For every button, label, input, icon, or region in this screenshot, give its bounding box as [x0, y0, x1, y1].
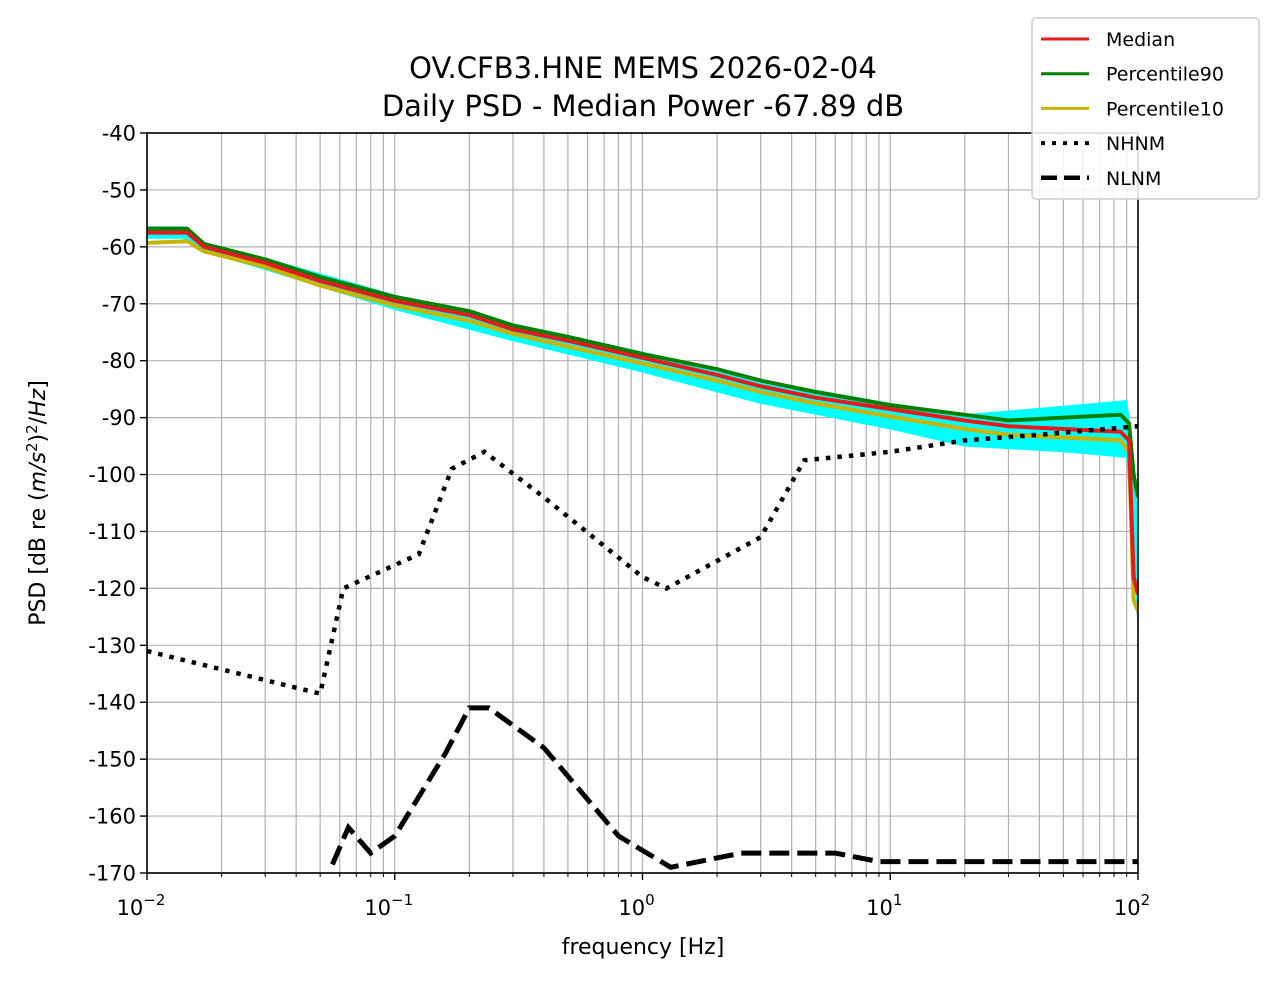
y-label-suffix: ]	[26, 380, 51, 389]
y-tick-label: -70	[102, 292, 136, 316]
x-tick-label: 100	[618, 891, 654, 920]
y-tick-label: -110	[88, 520, 136, 544]
y-label-math1: m/s	[26, 452, 51, 492]
legend: Median Percentile90 Percentile10 NHNM NLNM	[1031, 17, 1260, 200]
x-tick-exponent: 1	[893, 891, 903, 909]
y-label-close: )	[26, 434, 51, 443]
x-tick-exponent: −1	[391, 891, 413, 909]
y-axis-label: PSD [dB re (m/s2)2/Hz]	[23, 380, 51, 626]
grid-lines	[146, 132, 1138, 874]
legend-label-median: Median	[1106, 29, 1175, 51]
y-tick-label: -80	[102, 349, 136, 373]
y-tick-label: -130	[88, 634, 136, 658]
x-tick-label: 10−2	[117, 891, 166, 920]
legend-label-percentile10: Percentile10	[1106, 98, 1224, 120]
y-tick-label: -60	[102, 235, 136, 259]
chart-title-line1: OV.CFB3.HNE MEMS 2026-02-04	[409, 51, 877, 85]
x-tick-base: 10	[1114, 896, 1141, 920]
x-tick-base: 10	[866, 896, 893, 920]
y-tick-label: -160	[88, 805, 136, 829]
legend-label-nhnm: NHNM	[1106, 133, 1165, 155]
data-layer	[147, 226, 1138, 870]
y-tick-label: -50	[102, 178, 136, 202]
y-label-slash: /	[26, 416, 51, 424]
y-tick-label: -140	[88, 691, 136, 715]
series-line-percentile10	[147, 239, 1138, 612]
x-tick-base: 10	[618, 896, 645, 920]
y-tick-label: -150	[88, 748, 136, 772]
x-tick-exponent: 2	[1141, 891, 1151, 909]
chart-title-line2: Daily PSD - Median Power -67.89 dB	[382, 89, 904, 123]
y-label-math2: Hz	[26, 388, 51, 417]
axis-ticks: -40 -50 -60 -70 -80 -90 -100 -110 -120 -130 -140 -1…	[88, 122, 1150, 921]
legend-box	[1031, 17, 1260, 200]
y-tick-label: -90	[102, 406, 136, 430]
x-tick-exponent: 0	[645, 891, 655, 909]
x-tick-base: 10	[364, 896, 391, 920]
y-label-sup1: 2	[23, 442, 41, 452]
x-tick-exponent: −2	[143, 891, 165, 909]
y-tick-label: -170	[88, 862, 136, 886]
x-tick-label: 101	[866, 891, 902, 920]
y-label-sup2: 2	[23, 424, 41, 434]
series-line-percentile90	[147, 226, 1138, 498]
legend-label-nlnm: NLNM	[1106, 168, 1161, 190]
series-line-nhnm	[147, 423, 1138, 697]
x-tick-label: 10−1	[364, 891, 413, 920]
legend-label-percentile90: Percentile90	[1106, 64, 1224, 86]
y-tick-label: -40	[102, 122, 136, 146]
y-label-prefix: PSD [dB re (	[26, 492, 51, 625]
x-tick-base: 10	[117, 896, 144, 920]
y-tick-label: -120	[88, 577, 136, 601]
y-tick-label: -100	[88, 463, 136, 487]
x-axis-label: frequency [Hz]	[562, 935, 725, 960]
x-tick-label: 102	[1114, 891, 1150, 920]
